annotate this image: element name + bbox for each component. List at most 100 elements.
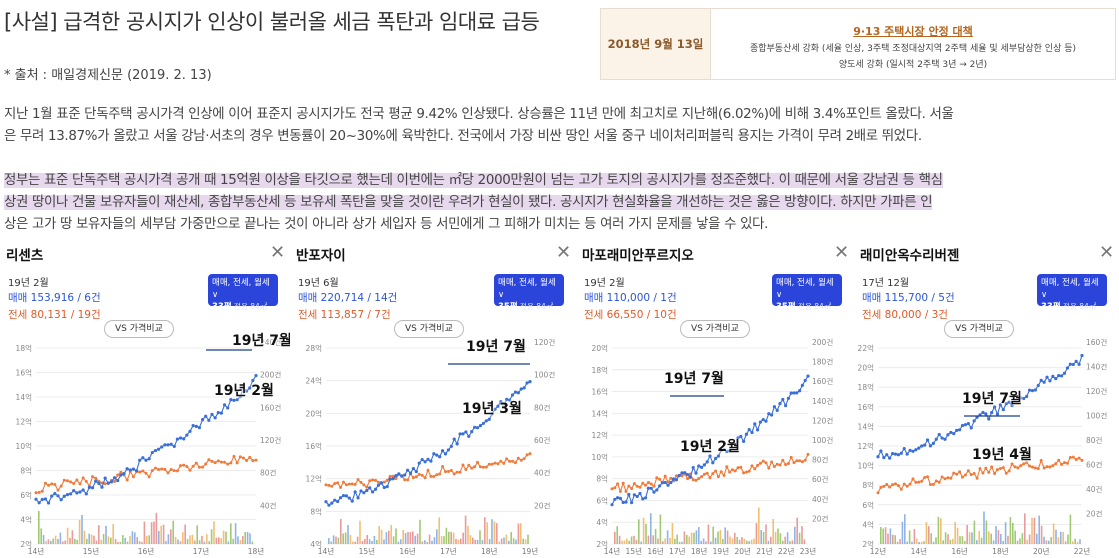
trade-point <box>178 436 183 440</box>
trade-point <box>627 492 631 497</box>
trade-point <box>966 422 970 426</box>
rent-point <box>113 479 117 483</box>
trade-point <box>722 447 726 451</box>
trade-point <box>931 441 935 445</box>
volume-bar <box>134 532 136 544</box>
x-tick: 22년 <box>778 546 795 556</box>
rent-point <box>160 467 164 471</box>
volume-bar <box>136 537 138 544</box>
volume-bar <box>186 538 189 544</box>
volume-bar <box>431 540 433 544</box>
trade-point <box>435 453 439 457</box>
rent-point <box>53 482 57 486</box>
y-tick-left: 14억 <box>592 409 608 418</box>
volume-bar <box>486 522 488 544</box>
trade-point <box>490 412 494 416</box>
y-tick-left: 16억 <box>592 388 608 397</box>
filter-size: 33평 전용 84㎡ <box>212 302 268 312</box>
volume-bar <box>1067 534 1069 544</box>
rent-point <box>775 462 779 466</box>
vs-compare-button[interactable]: VS 가격비교 <box>680 320 750 338</box>
rent-point <box>1001 466 1005 470</box>
y-tick-left: 20억 <box>858 364 874 373</box>
vs-compare-button[interactable]: VS 가격비교 <box>944 320 1014 338</box>
rent-point <box>238 455 242 459</box>
volume-bar <box>638 519 640 544</box>
volume-bar <box>731 538 734 544</box>
x-tick: 15년 <box>626 546 643 556</box>
trade-point <box>368 486 372 490</box>
trade-point <box>688 475 692 479</box>
rent-point <box>438 472 442 476</box>
rent-point <box>144 471 148 475</box>
rent-point <box>686 477 690 481</box>
close-icon[interactable]: ✕ <box>834 242 850 263</box>
volume-bar <box>457 539 460 544</box>
volume-bar <box>158 530 160 544</box>
x-tick: 21년 <box>756 546 773 556</box>
close-icon[interactable]: ✕ <box>1099 242 1115 263</box>
trade-point <box>1036 383 1040 388</box>
volume-bar <box>666 530 669 544</box>
volume-bar <box>896 541 899 544</box>
filter-size: 35평 전용 84㎡ <box>498 302 554 312</box>
volume-bar <box>246 531 249 544</box>
rent-point <box>235 461 239 465</box>
trade-point <box>461 432 465 436</box>
rent-point <box>694 478 698 482</box>
volume-bar <box>66 527 69 544</box>
rent-point <box>795 459 799 463</box>
trade-point <box>53 492 57 496</box>
y-tick-right: 140건 <box>812 396 833 406</box>
volume-bar <box>925 522 928 544</box>
trade-point <box>251 378 255 383</box>
volume-bar <box>743 538 746 544</box>
trade-point <box>714 456 718 461</box>
rent-point <box>896 484 900 488</box>
volume-bar <box>50 540 52 544</box>
volume-bar <box>892 534 894 544</box>
volume-bar <box>376 539 378 544</box>
volume-bar <box>1076 541 1079 544</box>
trade-point <box>175 437 180 441</box>
volume-bar <box>966 524 968 544</box>
rent-point <box>443 470 447 474</box>
y-tick-left: 10억 <box>592 453 608 462</box>
rent-point <box>353 482 357 486</box>
volume-bar <box>148 535 150 544</box>
transaction-type-filter[interactable]: 매매, 전세, 월세 ∨ 35평 전용 84㎡ <box>494 274 564 312</box>
chart-annotation: 19년 3월 <box>462 401 522 417</box>
vs-compare-button[interactable]: VS 가격비교 <box>104 320 174 338</box>
rent-point <box>1068 455 1072 459</box>
rent-point <box>990 465 994 469</box>
transaction-type-filter[interactable]: 매매, 전세, 월세 ∨ 33평 전용 84㎡ <box>1037 274 1107 312</box>
transaction-type-filter[interactable]: 매매, 전세, 월세 ∨ 33평 전용 84㎡ <box>208 274 278 312</box>
y-tick-left: 10억 <box>16 442 32 451</box>
vs-compare-button[interactable]: VS 가격비교 <box>394 320 464 338</box>
close-icon[interactable]: ✕ <box>556 242 572 263</box>
x-tick: 16년 <box>138 546 155 556</box>
x-tick: 19년 <box>713 546 730 556</box>
volume-bar <box>45 540 47 544</box>
volume-bar <box>959 536 961 544</box>
close-icon[interactable]: ✕ <box>270 242 286 263</box>
rent-point <box>705 471 709 475</box>
volume-bar <box>707 524 710 544</box>
trade-point <box>781 397 785 402</box>
volume-bar <box>330 541 332 544</box>
volume-bar <box>404 533 407 544</box>
rent-point <box>747 469 751 473</box>
trade-point <box>144 458 148 462</box>
volume-bar <box>400 539 402 544</box>
volume-bar <box>726 530 729 544</box>
rent-point <box>908 482 912 486</box>
trade-point <box>1074 359 1078 363</box>
rent-point <box>923 475 927 479</box>
trade-point <box>353 490 357 494</box>
volume-bar <box>1009 517 1012 544</box>
trade-point <box>733 443 737 448</box>
trade-point <box>423 460 427 464</box>
rent-point <box>484 465 488 469</box>
transaction-type-filter[interactable]: 매매, 전세, 월세 ∨ 35평 전용 84㎡ <box>772 274 842 312</box>
volume-bar <box>141 541 143 544</box>
